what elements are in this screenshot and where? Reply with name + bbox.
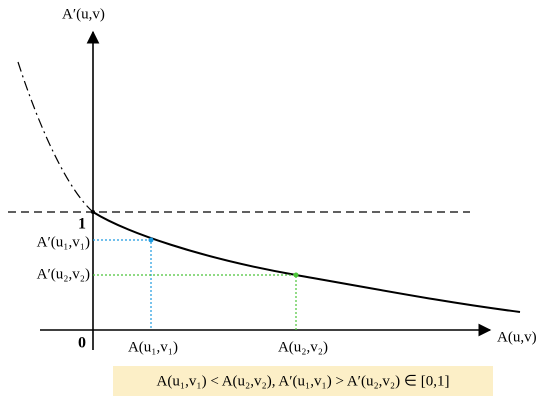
- curve: [92, 211, 521, 313]
- point-x-label: A(u₂,v₂): [278, 339, 328, 355]
- curve-extension: [17, 61, 94, 213]
- formula-box: [113, 366, 493, 396]
- guide-line-2: [93, 274, 297, 330]
- y-axis-label: A′(u,v): [62, 6, 105, 22]
- point-one: [91, 210, 95, 214]
- guide-line-1: [93, 239, 152, 330]
- one-label: 1: [78, 216, 86, 233]
- formula: A(u₁,v₁) < A(u₂,v₂), A′(u₁,v₁) > A′(u₂,v…: [157, 373, 450, 389]
- origin-label: 0: [78, 335, 86, 352]
- point-2: [293, 272, 299, 278]
- x-axis-label: A(u,v): [497, 329, 537, 345]
- point-x-label: A(u₁,v₁): [128, 339, 178, 355]
- point-y-label: A′(u₁,v₁): [37, 234, 90, 250]
- point-y-label: A′(u₂,v₂): [37, 266, 90, 282]
- point-1: [148, 237, 154, 243]
